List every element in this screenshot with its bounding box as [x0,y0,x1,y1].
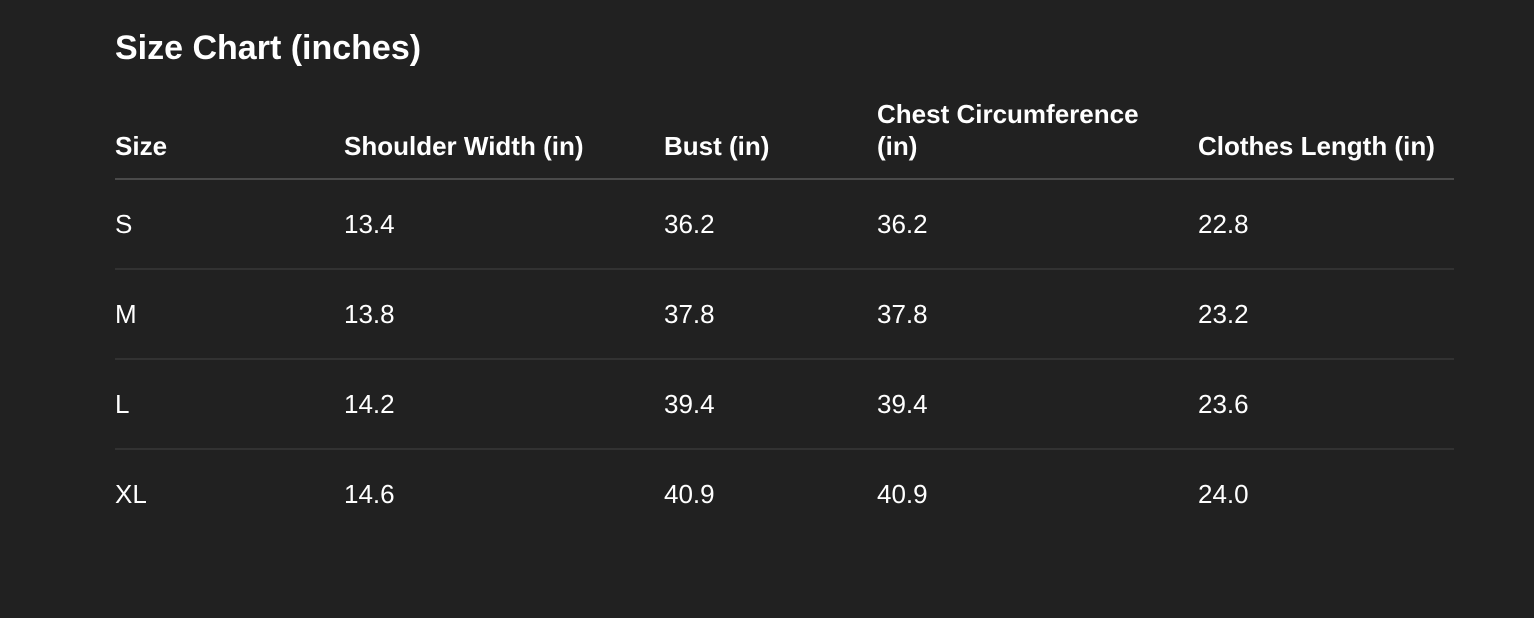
table-row: M 13.8 37.8 37.8 23.2 [115,269,1454,360]
table-row: S 13.4 36.2 36.2 22.8 [115,179,1454,270]
table-cell: XL [115,478,147,509]
table-cell: 37.8 [877,269,1198,360]
column-header: Chest Circumference (in) [877,98,1198,180]
table-cell: S [115,179,344,270]
table-cell: 23.6 [1198,359,1454,450]
table-cell: 40.9 [877,478,928,509]
table-cell: 13.4 [344,179,664,270]
table-cell: 22.8 [1198,179,1454,270]
table-cell: 24.0 [1198,478,1249,509]
table-cell: 13.8 [344,269,664,360]
table-cell: 14.2 [344,359,664,450]
table-cell: L [115,359,344,450]
table-cell: 40.9 [664,478,715,509]
column-header: Bust (in) [664,98,877,180]
size-chart-table: Size Shoulder Width (in) Bust (in) Chest… [115,98,1454,538]
table-row: L 14.2 39.4 39.4 23.6 [115,359,1454,450]
table-cell: 39.4 [664,359,877,450]
header-row: Size Shoulder Width (in) Bust (in) Chest… [115,98,1454,180]
table-row: XL 14.6 40.9 40.9 24.0 [115,449,1454,538]
table-cell: M [115,269,344,360]
table-cell: 23.2 [1198,269,1454,360]
table-cell: 39.4 [877,359,1198,450]
page-title: Size Chart (inches) [115,29,422,67]
table-cell: 36.2 [877,179,1198,270]
column-header: Shoulder Width (in) [344,98,664,180]
column-header: Clothes Length (in) [1198,98,1454,180]
table-cell: 37.8 [664,269,877,360]
table-cell: 14.6 [344,478,395,509]
column-header: Size [115,98,344,180]
table-cell: 36.2 [664,179,877,270]
